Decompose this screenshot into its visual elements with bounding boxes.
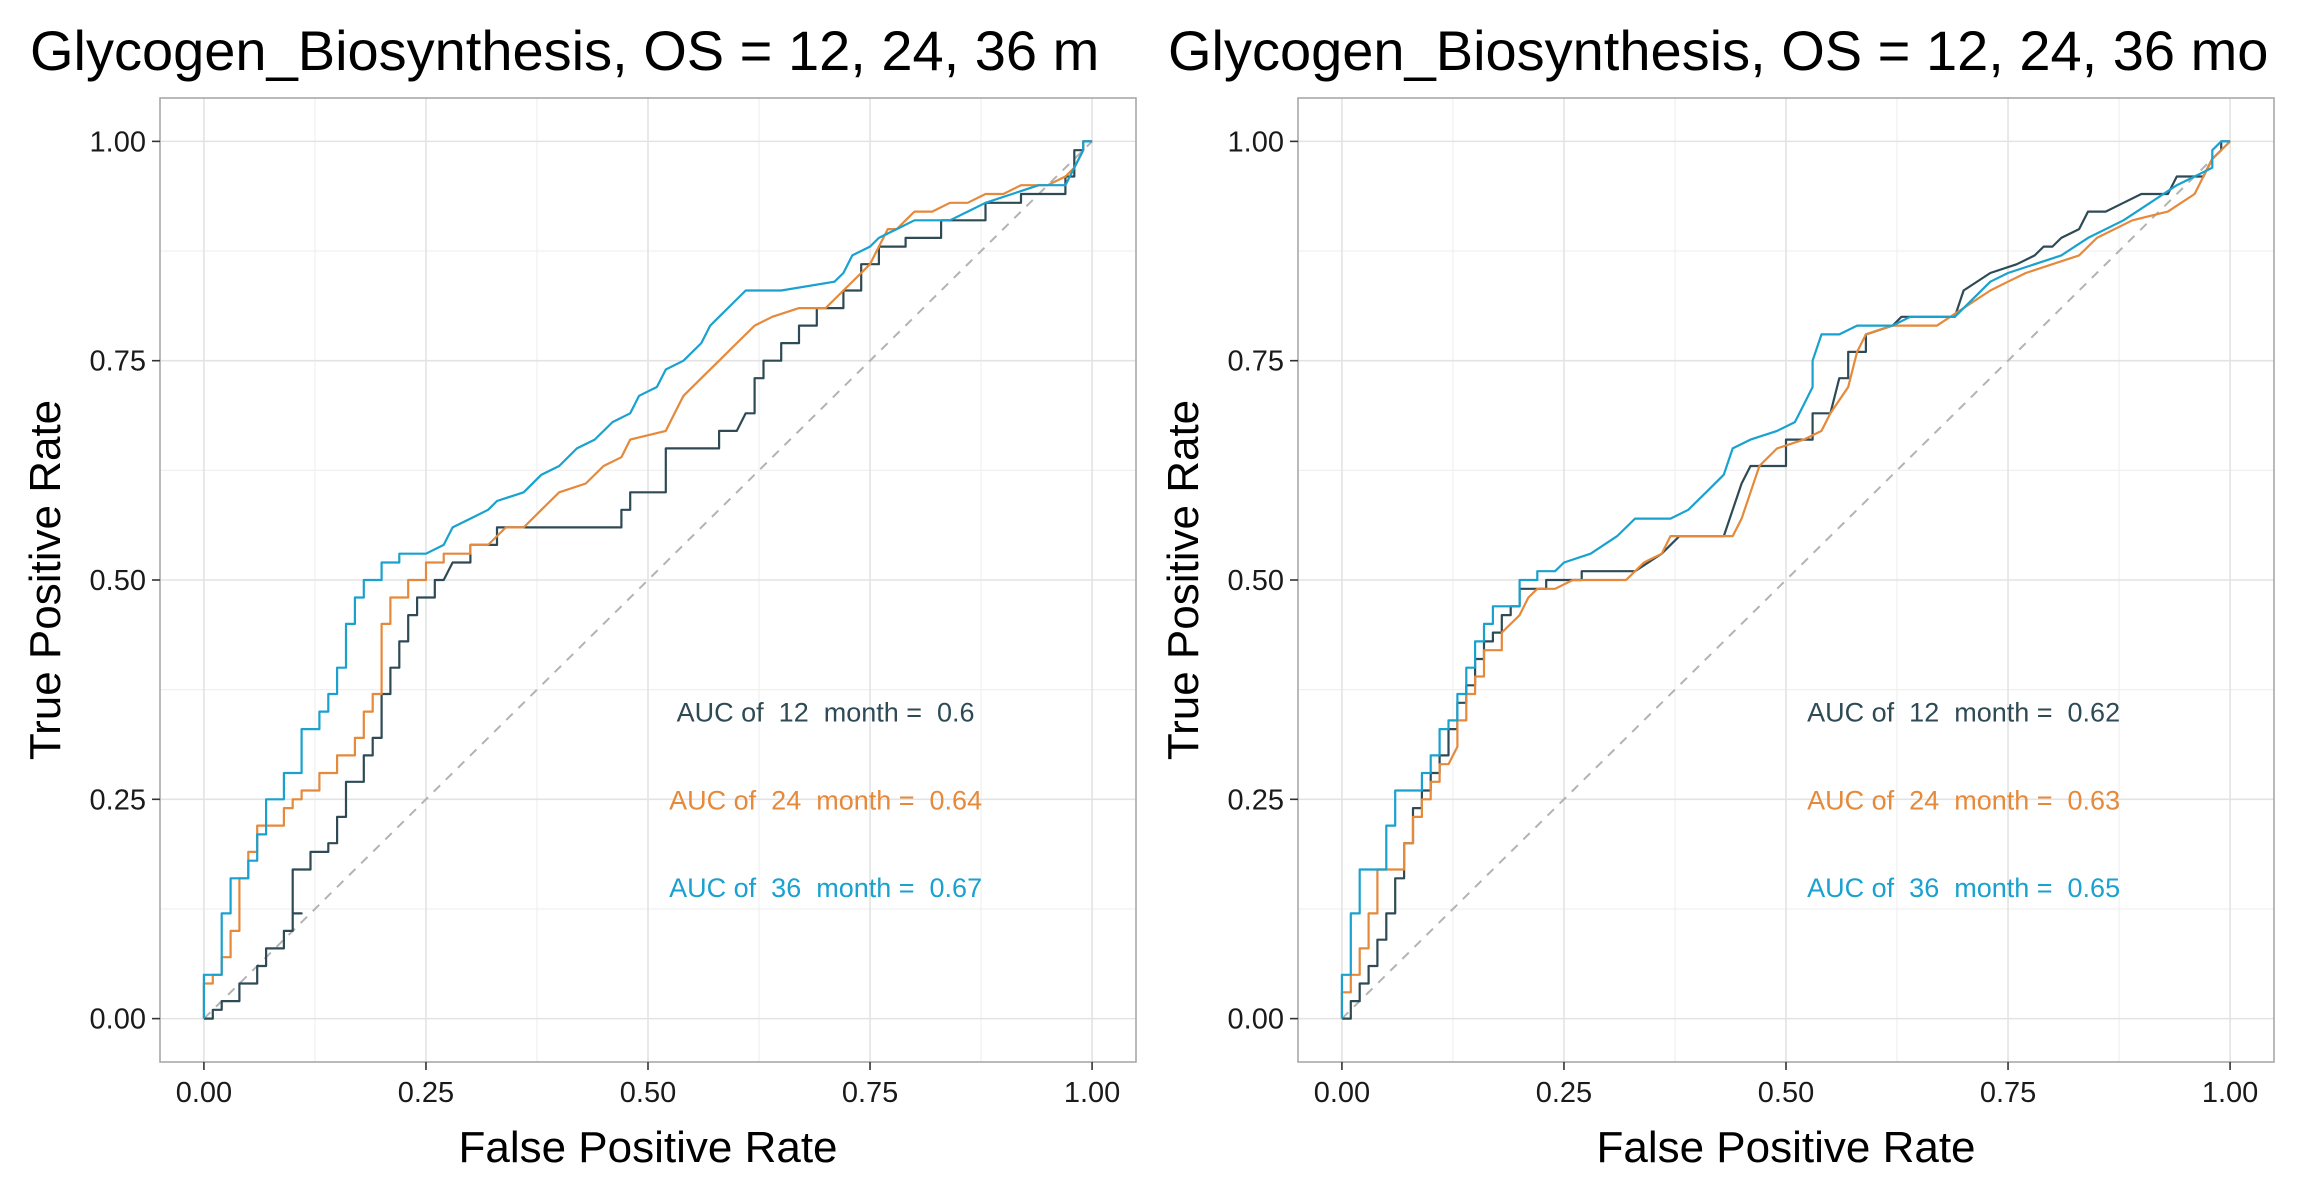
auc-annotation-m36: AUC of 36 month = 0.67 [669, 873, 982, 903]
x-tick-label: 0.75 [1980, 1077, 2036, 1109]
x-axis-title: False Positive Rate [458, 1123, 837, 1172]
roc-curve-m24 [1340, 140, 2231, 1019]
y-tick-label: 0.75 [90, 346, 146, 378]
roc-curve-m36 [1340, 140, 2231, 1019]
y-tick-label: 0.00 [1228, 1004, 1284, 1036]
y-axis-title: True Positive Rate [1159, 400, 1208, 760]
y-tick-label: 0.00 [90, 1004, 146, 1036]
x-tick-label: 1.00 [2202, 1077, 2258, 1109]
auc-annotation-m12: AUC of 12 month = 0.6 [677, 698, 975, 728]
x-tick-label: 0.00 [176, 1077, 232, 1109]
x-axis-title: False Positive Rate [1596, 1123, 1975, 1172]
grid [160, 98, 1136, 1062]
x-tick-label: 0.50 [620, 1077, 676, 1109]
x-tick-label: 0.25 [398, 1077, 454, 1109]
roc-panel-2: 0.00 0.25 0.50 0.75 1.00 0.00 0.25 0.50 0.75 1.00… [1159, 97, 2275, 1172]
auc-annotation-m12: AUC of 12 month = 0.62 [1807, 698, 2120, 728]
auc-annotation-m24: AUC of 24 month = 0.64 [669, 785, 982, 815]
y-tick-label: 0.75 [1228, 346, 1284, 378]
x-tick-label: 0.25 [1536, 1077, 1592, 1109]
y-axis-title: True Positive Rate [21, 400, 70, 760]
reference-diagonal-line [203, 140, 1093, 1020]
y-tick-label: 0.50 [90, 565, 146, 597]
y-tick-label: 0.50 [1228, 565, 1284, 597]
y-tick-label: 1.00 [90, 126, 146, 158]
y-tick-label: 0.25 [90, 784, 146, 816]
x-tick-label: 0.00 [1314, 1077, 1370, 1109]
roc-panel-1: 0.00 0.25 0.50 0.75 1.00 0.00 0.25 0.50 0.75 1.00… [21, 97, 1137, 1172]
y-tick-label: 0.25 [1228, 784, 1284, 816]
auc-annotation-m24: AUC of 24 month = 0.63 [1807, 785, 2120, 815]
reference-diagonal-line [1341, 140, 2231, 1020]
auc-annotation-m36: AUC of 36 month = 0.65 [1807, 873, 2120, 903]
chart-title: Glycogen_Biosynthesis, OS = 12, 24, 36 m… [1168, 19, 2268, 82]
roc-curve-m24 [202, 140, 1093, 1019]
x-tick-label: 0.75 [842, 1077, 898, 1109]
roc-curve-m12 [203, 140, 1093, 1020]
x-tick-label: 0.50 [1758, 1077, 1814, 1109]
roc-curve-m36 [202, 140, 1093, 1019]
chart-title: Glycogen_Biosynthesis, OS = 12, 24, 36 m [30, 19, 1099, 82]
x-tick-label: 1.00 [1064, 1077, 1120, 1109]
y-tick-label: 1.00 [1228, 126, 1284, 158]
